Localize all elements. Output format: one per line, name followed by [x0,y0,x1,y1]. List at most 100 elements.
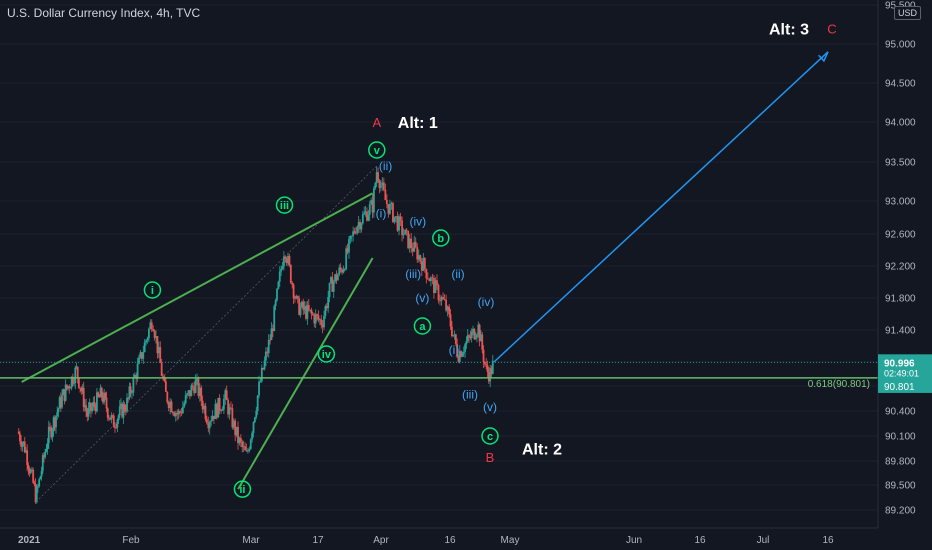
candle-body [38,479,41,487]
wave-circle [275,196,294,214]
candle-body [228,407,231,415]
candle-body [56,412,59,416]
wave-label: (iii) [405,267,421,281]
candle-body [258,381,260,396]
candle-body [83,405,86,408]
candle-body [448,306,451,315]
candle-body [375,172,378,184]
guide-line [35,165,378,502]
candle-body [238,437,241,444]
wave-circle [481,427,499,445]
candle-body [338,267,341,275]
candle-body [231,408,234,428]
candle-body [50,427,53,438]
candle-body [17,431,20,434]
price-tick-label: 93.500 [885,158,916,169]
candle-body [35,487,38,503]
candle-body [22,441,25,444]
candle-body [190,385,193,397]
candle-body [106,408,109,418]
wave-label: iii [280,200,289,212]
candle-body [469,336,472,339]
price-tick-label: 92.200 [885,262,916,273]
candle-body [33,482,36,485]
candle-body [320,319,323,326]
candle-body [316,314,318,316]
candle-body [366,211,368,221]
candle-body [485,364,488,366]
candle-body [452,335,455,336]
candle-body [323,315,325,328]
candle-body [402,234,405,236]
candle-body [270,328,273,341]
grid [0,4,878,511]
candle-body [478,324,481,342]
price-tick-label: 89.500 [885,481,916,492]
candle-body [395,216,397,217]
wave-label: a [419,321,426,333]
candle-body [295,296,298,299]
candle-body [289,264,292,283]
candle-body [325,306,328,309]
wave-label: (iv) [478,295,495,309]
candle-body [207,423,210,429]
candle-body [220,410,222,412]
candle-body [377,172,379,181]
candle-body [68,386,71,389]
candle-body [214,403,217,419]
candle-body [253,417,256,422]
candle-body [21,443,24,447]
wave-labels: iiiiiiivvabc(ii)(i)(iv)(iii)(v)(ii)(iv)(… [143,21,837,498]
candle-body [332,281,335,292]
candle-body [474,337,477,339]
candle-body [393,216,396,222]
candle-body [357,221,360,227]
candle-body [186,393,188,396]
candle-body [87,408,90,417]
candle-body [408,238,411,249]
candle-body [59,397,62,408]
candle-body [265,351,267,361]
candle-body [40,471,43,477]
alt-annotation: Alt: 1 [398,115,438,132]
price-tick-label: 91.400 [885,326,916,337]
candle-body [449,314,452,327]
candle-body [248,448,251,451]
candle-body [299,306,302,315]
candle-body [102,396,104,403]
candle-body [283,256,285,267]
candle-body [29,469,32,474]
currency-button[interactable]: USD [894,6,922,20]
candle-body [348,239,350,253]
candle-body [490,368,493,375]
candle-body [450,326,453,336]
candle-body [77,377,80,388]
candle-body [440,296,443,301]
candle-body [133,374,136,378]
candle-body [32,469,35,483]
candle-body [225,390,228,401]
candle-body [99,387,102,398]
candle-body [378,180,381,188]
candle-body [385,200,388,205]
candle-body [489,368,492,382]
candle-body [244,446,246,451]
candle-body [306,305,309,319]
time-tick-label: Jun [626,535,642,546]
candle-body [203,405,205,410]
candle-body [163,378,166,382]
candle-body [454,334,457,344]
candle-body [208,422,211,429]
candle-body [41,455,44,472]
price-axis: 89.20089.50089.80090.10090.40090.70091.0… [877,0,932,550]
candle-body [25,450,27,453]
candle-body [27,465,30,470]
candle-body [123,404,126,411]
candle-body [189,390,191,397]
candle-body [360,223,363,230]
candle-body [215,403,218,418]
candle-body [71,376,74,384]
wave-label: v [374,145,381,157]
candle-body [217,397,220,418]
